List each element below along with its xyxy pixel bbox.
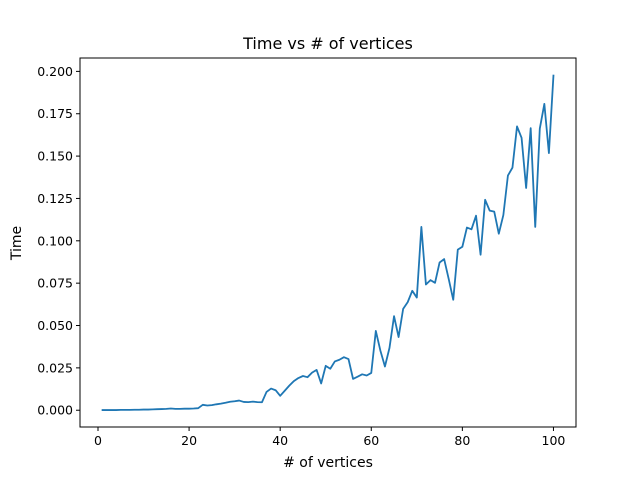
- y-tick-label: 0.200: [37, 64, 73, 79]
- x-tick-label: 20: [181, 433, 197, 448]
- series-layer: [101, 74, 555, 411]
- x-tick-label: 60: [363, 433, 379, 448]
- series-line-0: [101, 74, 555, 411]
- x-tick-label: 0: [94, 433, 102, 448]
- x-tick-label: 80: [454, 433, 470, 448]
- y-tick-label: 0.100: [37, 233, 73, 248]
- x-tick-label: 40: [272, 433, 288, 448]
- ticks-layer: 0 20 40 60 80 100 0.000 0.025 0.050 0.075 0.100 0.1…: [37, 64, 565, 448]
- y-tick-label: 0.125: [37, 191, 73, 206]
- y-axis-label: Time: [9, 226, 25, 261]
- x-tick-label: 100: [542, 433, 566, 448]
- y-tick-label: 0.050: [37, 318, 73, 333]
- x-axis-label: # of vertices: [283, 455, 373, 471]
- y-tick-label: 0.175: [37, 106, 73, 121]
- plot-frame: [79, 57, 577, 428]
- chart-title: Time vs # of vertices: [242, 34, 413, 53]
- y-tick-label: 0.075: [37, 276, 73, 291]
- y-tick-label: 0.150: [37, 149, 73, 164]
- y-tick-label: 0.000: [37, 403, 73, 418]
- plot-area: [80, 58, 576, 427]
- y-tick-label: 0.025: [37, 360, 73, 375]
